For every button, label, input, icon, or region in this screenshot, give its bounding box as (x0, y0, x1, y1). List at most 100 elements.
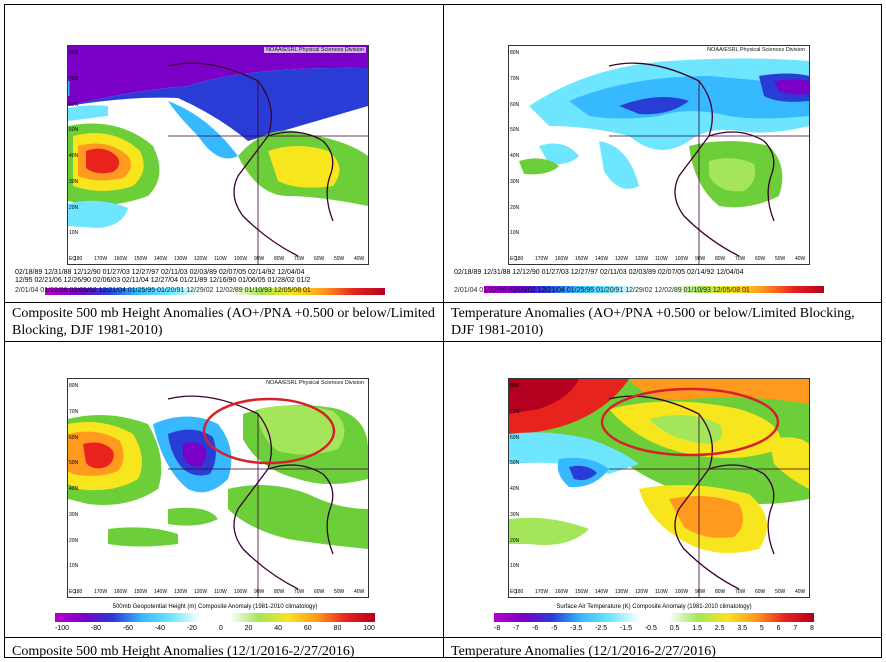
latitude-label: 50N (510, 127, 520, 134)
latitude-label: 70N (69, 408, 79, 415)
longitude-label: 180 (74, 256, 83, 262)
longitude-label: 70W (735, 256, 746, 262)
longitude-label: 160W (555, 589, 569, 595)
longitude-label: 150W (134, 256, 148, 262)
longitude-label: 80W (715, 256, 726, 262)
longitude-label: 120W (635, 589, 649, 595)
tick-label: -6 (532, 625, 539, 632)
latitude-label: 40N (69, 153, 79, 159)
tick-label: -3.5 (570, 625, 583, 632)
tick-label: -60 (122, 625, 133, 632)
latitude-label: 50N (69, 127, 79, 134)
tick-label: 3.5 (737, 625, 748, 632)
tick-label: 100 (363, 625, 375, 632)
tick-label: 1.5 (692, 625, 702, 632)
latitude-label: 80N (69, 50, 79, 56)
figure-table: NOAA/ESRL Physical Sciences Division 80N… (4, 4, 882, 659)
longitude-label: 90W (695, 256, 706, 262)
longitude-label: 160W (114, 256, 128, 262)
caption: Temperature Anomalies (12/1/2016-2/27/20… (451, 644, 716, 659)
latitude-label: 30N (69, 178, 79, 185)
tick-label: -8 (494, 625, 501, 632)
latitude-label: 20N (510, 204, 520, 211)
credit-label: NOAA/ESRL Physical Sciences Division (264, 380, 366, 386)
panel-top-left: NOAA/ESRL Physical Sciences Division 80N… (5, 5, 443, 302)
latitude-label: 70N (69, 75, 79, 82)
longitude-label: 40W (795, 589, 806, 595)
latitude-label: EQ (510, 589, 518, 595)
tick-label: 40 (274, 625, 283, 632)
longitude-label: 70W (294, 256, 305, 262)
longitude-label: 80W (274, 256, 285, 262)
tick-label: 2.5 (714, 625, 725, 632)
longitude-label: 70W (294, 589, 305, 595)
longitude-label: 160W (555, 256, 569, 262)
tick-label: -1.5 (619, 625, 632, 632)
tick-label: -80 (90, 625, 101, 632)
tick-label: 0.5 (669, 625, 680, 632)
credit-label: NOAA/ESRL Physical Sciences Division (705, 47, 807, 53)
longitude-label: 130W (615, 256, 629, 262)
longitude-label: 160W (114, 589, 128, 595)
latitude-label: 80N (69, 383, 79, 389)
latitude-label: 80N (510, 383, 520, 389)
map-graphic (519, 58, 809, 264)
colorbar-ticks: -100 -80 -60 -40 -20 0 20 40 60 80 100 (55, 625, 375, 632)
longitude-label: 140W (154, 589, 168, 595)
longitude-label: 110W (655, 256, 668, 262)
latitude-label: 40N (510, 486, 520, 492)
latitude-label: 70N (510, 408, 520, 415)
latitude-label: 10N (69, 563, 79, 570)
longitude-label: 180 (515, 589, 524, 595)
latitude-label: EQ (510, 256, 518, 262)
tick-label: -20 (186, 625, 197, 632)
latitude-label: 40N (510, 153, 520, 159)
table-divider (5, 302, 881, 303)
longitude-label: 130W (174, 256, 188, 262)
color-scale-bar (494, 613, 814, 622)
latitude-label: EQ (69, 589, 77, 595)
longitude-label: 70W (735, 589, 746, 595)
caption: Temperature Anomalies (AO+/PNA +0.500 or… (451, 306, 855, 338)
tick-label: 7 (793, 625, 798, 632)
longitude-label: 100W (234, 589, 248, 595)
composite-dates: 12/95 02/21/06 12/26/90 02/06/03 02/11/0… (15, 277, 311, 284)
colorbar-title: Surface Air Temperature (K) Composite An… (556, 604, 752, 610)
longitude-label: 40W (354, 589, 365, 595)
longitude-label: 140W (154, 256, 168, 262)
latitude-label: 10N (510, 230, 520, 237)
longitude-label: 140W (595, 256, 609, 262)
longitude-label: 130W (174, 589, 188, 595)
latitude-label: 30N (510, 511, 520, 518)
longitude-label: 120W (194, 589, 208, 595)
latitude-label: 20N (69, 204, 79, 211)
latitude-label: 60N (510, 101, 520, 108)
longitude-label: 60W (755, 589, 766, 595)
panel-bottom-left: NOAA/ESRL Physical Sciences Division 80N… (5, 342, 443, 637)
highlight-circle (202, 397, 336, 465)
table-divider (5, 341, 881, 342)
latitude-label: 60N (69, 434, 79, 441)
credit-label: NOAA/ESRL Physical Sciences Division (264, 47, 366, 53)
color-scale-bar (45, 288, 385, 295)
tick-label: -7 (513, 625, 520, 632)
longitude-label: 170W (535, 589, 549, 595)
latitude-label: 80N (510, 50, 520, 56)
longitude-label: 150W (575, 589, 589, 595)
longitude-label: 50W (334, 256, 345, 262)
longitude-label: 80W (274, 589, 285, 595)
longitude-label: 40W (354, 256, 365, 262)
longitude-label: 110W (214, 589, 227, 595)
composite-dates: 2/01/04 01/22/96 02/05/02 12/21/04 01/25… (15, 287, 311, 294)
longitude-label: 50W (334, 589, 345, 595)
tick-label: -2.5 (595, 625, 608, 632)
composite-dates: 02/18/89 12/31/88 12/12/90 01/27/03 12/2… (15, 269, 305, 276)
latitude-label: 60N (510, 434, 520, 441)
longitude-label: 90W (695, 589, 706, 595)
map-graphic (68, 395, 368, 597)
longitude-label: 90W (254, 589, 265, 595)
longitude-label: 100W (675, 256, 689, 262)
composite-dates: 02/18/89 12/31/88 12/12/90 01/27/03 12/2… (454, 269, 744, 276)
longitude-label: 80W (715, 589, 726, 595)
composite-dates: 2/01/04 01/22/96 02/05/02 12/21/04 01/25… (454, 287, 750, 294)
